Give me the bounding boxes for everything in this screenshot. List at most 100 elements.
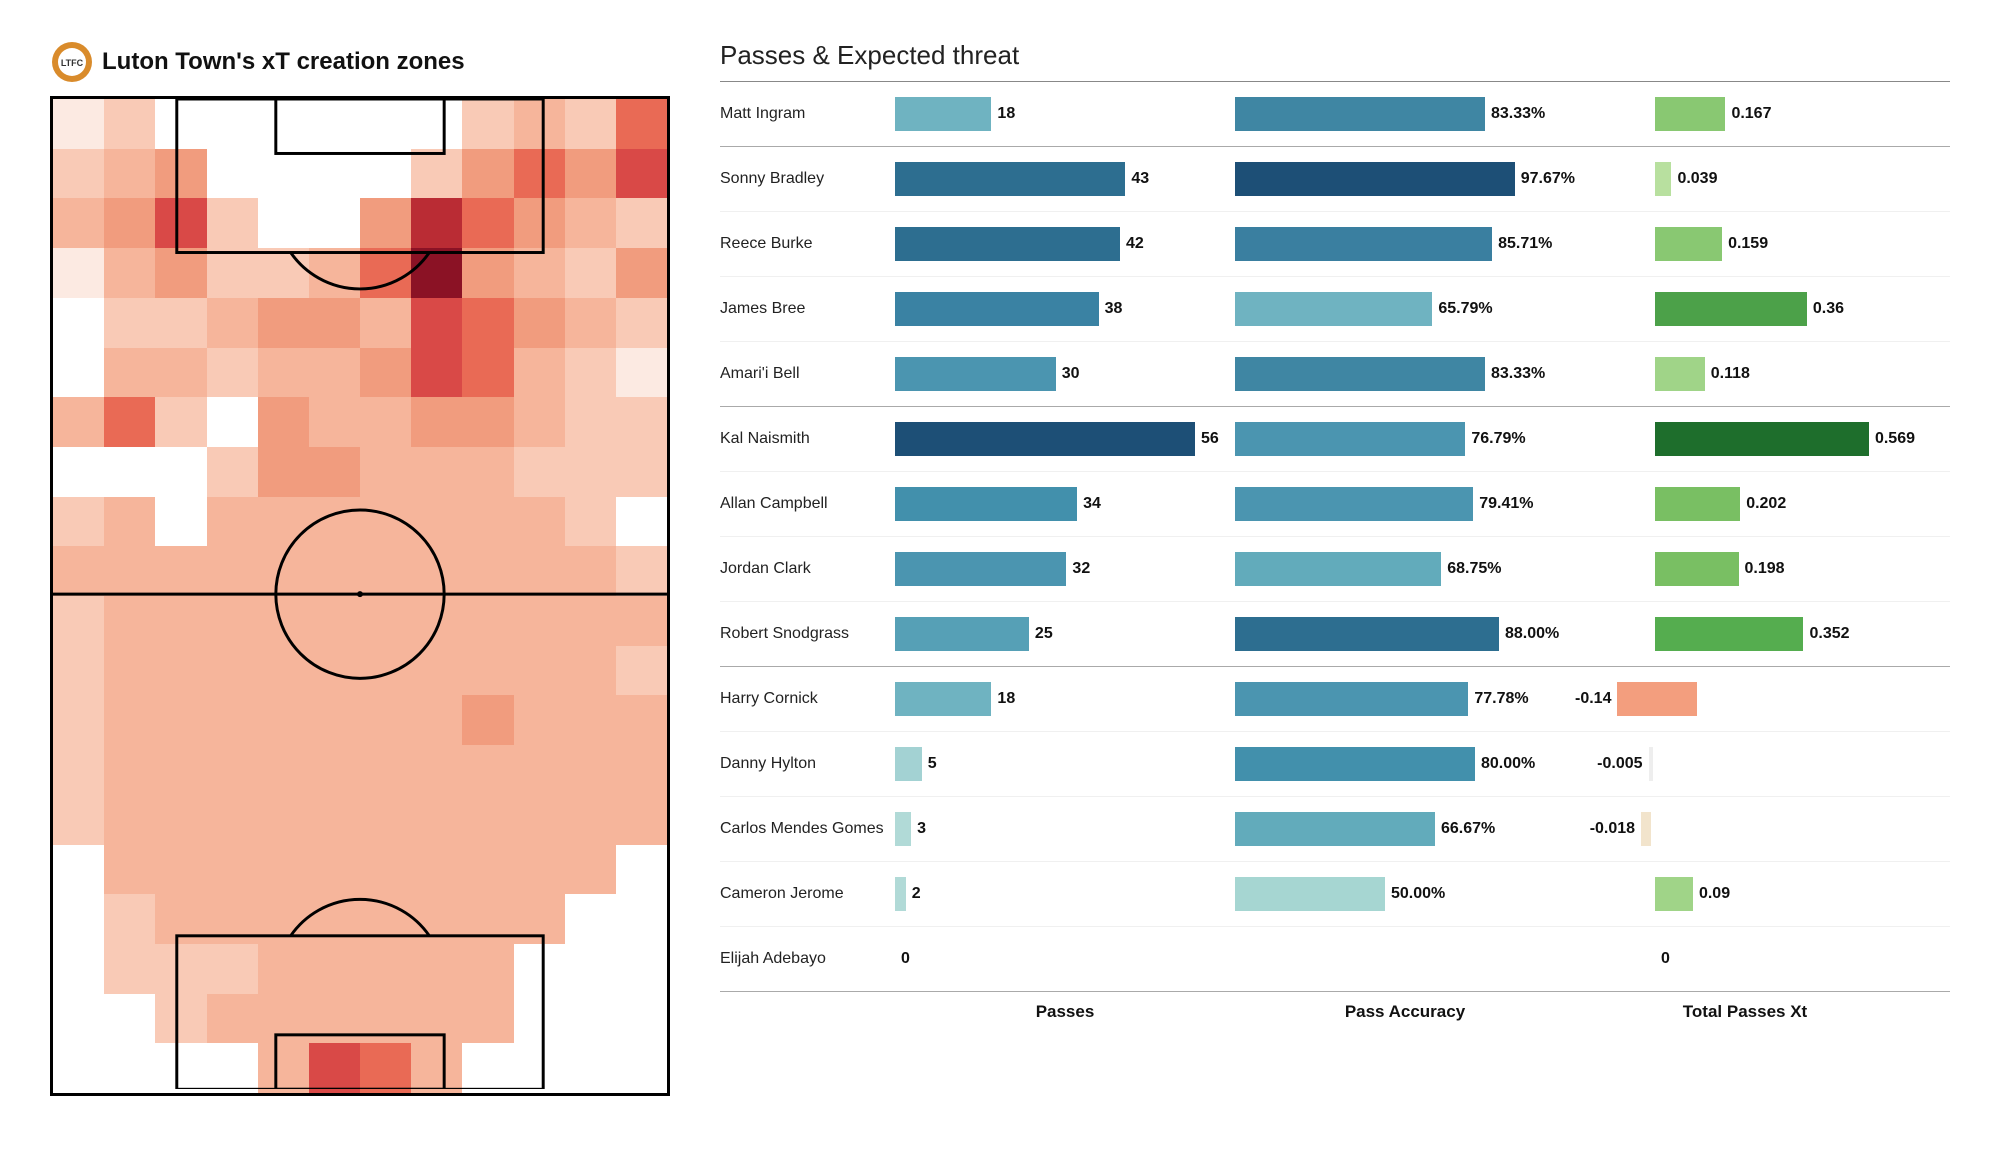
xt-bar xyxy=(1655,227,1722,261)
heatmap-cell xyxy=(514,695,565,745)
accuracy-bar xyxy=(1235,617,1499,651)
heatmap-cell xyxy=(411,546,462,596)
heatmap-cell xyxy=(104,944,155,994)
heatmap-cell xyxy=(616,1043,667,1093)
heatmap-cell xyxy=(462,99,513,149)
heatmap-cell xyxy=(258,348,309,398)
heatmap-cell xyxy=(207,695,258,745)
heatmap-cell xyxy=(53,348,104,398)
xt-bar xyxy=(1655,292,1807,326)
xt-bar xyxy=(1655,357,1705,391)
heatmap-cell xyxy=(155,397,206,447)
xt-value: 0.118 xyxy=(1711,365,1750,383)
xt-value: -0.018 xyxy=(1590,820,1635,838)
heatmap-cell xyxy=(565,596,616,646)
xt-bar xyxy=(1617,682,1697,716)
heatmap-cell xyxy=(309,695,360,745)
heatmap-cell xyxy=(565,447,616,497)
heatmap-cell xyxy=(53,745,104,795)
accuracy-cell: 97.67% xyxy=(1235,162,1575,196)
heatmap-title: Luton Town's xT creation zones xyxy=(102,48,465,76)
player-row: Robert Snodgrass2588.00%0.352 xyxy=(720,602,1950,667)
heatmap-cell xyxy=(104,795,155,845)
axis-accuracy: Pass Accuracy xyxy=(1235,1002,1575,1022)
heatmap-cell xyxy=(360,944,411,994)
heatmap-cell xyxy=(411,497,462,547)
xt-bar xyxy=(1655,617,1803,651)
heatmap-cell xyxy=(53,695,104,745)
heatmap-cell xyxy=(309,745,360,795)
heatmap-cell xyxy=(565,1043,616,1093)
heatmap-cell xyxy=(514,546,565,596)
heatmap-cell xyxy=(309,198,360,248)
heatmap-cell xyxy=(155,348,206,398)
player-row: Jordan Clark3268.75%0.198 xyxy=(720,537,1950,602)
passes-value: 0 xyxy=(901,950,910,968)
heatmap-cell xyxy=(565,646,616,696)
heatmap-cell xyxy=(104,596,155,646)
xt-cell: 0.118 xyxy=(1575,357,1915,391)
xt-cell: 0.569 xyxy=(1575,422,1915,456)
heatmap-cell xyxy=(258,497,309,547)
accuracy-value: 50.00% xyxy=(1391,885,1445,903)
heatmap-cell xyxy=(258,745,309,795)
accuracy-value: 85.71% xyxy=(1498,235,1552,253)
accuracy-bar xyxy=(1235,812,1435,846)
heatmap-cell xyxy=(462,149,513,199)
heatmap-cell xyxy=(462,596,513,646)
player-name: Kal Naismith xyxy=(720,430,895,448)
player-row: Harry Cornick1877.78%-0.14 xyxy=(720,667,1950,732)
heatmap-cell xyxy=(53,1043,104,1093)
heatmap-cell xyxy=(360,447,411,497)
heatmap-cell xyxy=(462,447,513,497)
heatmap-cell xyxy=(360,198,411,248)
heatmap-cell xyxy=(53,497,104,547)
heatmap-cell xyxy=(360,348,411,398)
axis-passes: Passes xyxy=(895,1002,1235,1022)
heatmap-cell xyxy=(155,944,206,994)
heatmap-cell xyxy=(616,994,667,1044)
heatmap-cell xyxy=(514,149,565,199)
player-name: Reece Burke xyxy=(720,235,895,253)
heatmap-cell xyxy=(462,845,513,895)
accuracy-bar xyxy=(1235,682,1468,716)
heatmap-cell xyxy=(104,745,155,795)
heatmap-cell xyxy=(360,994,411,1044)
heatmap-cell xyxy=(360,248,411,298)
heatmap-cell xyxy=(207,795,258,845)
heatmap-cell xyxy=(53,298,104,348)
heatmap-cell xyxy=(514,1043,565,1093)
heatmap-cell xyxy=(104,99,155,149)
heatmap-cell xyxy=(53,894,104,944)
club-logo-icon: LTFC xyxy=(50,40,94,84)
heatmap-cell xyxy=(104,546,155,596)
heatmap-cell xyxy=(104,497,155,547)
heatmap-cell xyxy=(104,845,155,895)
heatmap-cell xyxy=(207,248,258,298)
passes-value: 18 xyxy=(997,105,1015,123)
heatmap-cell xyxy=(565,99,616,149)
xt-cell: 0.159 xyxy=(1575,227,1915,261)
heatmap-cell xyxy=(462,994,513,1044)
player-name: Matt Ingram xyxy=(720,105,895,123)
player-row: Matt Ingram1883.33%0.167 xyxy=(720,82,1950,147)
heatmap-cell xyxy=(616,845,667,895)
accuracy-value: 97.67% xyxy=(1521,170,1575,188)
heatmap-cell xyxy=(104,994,155,1044)
accuracy-bar xyxy=(1235,97,1485,131)
heatmap-cell xyxy=(616,745,667,795)
heatmap-cell xyxy=(514,397,565,447)
accuracy-bar xyxy=(1235,357,1485,391)
heatmap-cell xyxy=(258,596,309,646)
heatmap-cell xyxy=(360,99,411,149)
heatmap-cell xyxy=(360,745,411,795)
heatmap-cell xyxy=(462,795,513,845)
heatmap-cell xyxy=(104,298,155,348)
heatmap-cell xyxy=(155,298,206,348)
heatmap-cell xyxy=(53,646,104,696)
heatmap-cell xyxy=(258,248,309,298)
passes-cell: 30 xyxy=(895,357,1235,391)
heatmap-cell xyxy=(309,397,360,447)
xt-bar xyxy=(1649,747,1653,781)
pitch-container xyxy=(50,96,670,1096)
